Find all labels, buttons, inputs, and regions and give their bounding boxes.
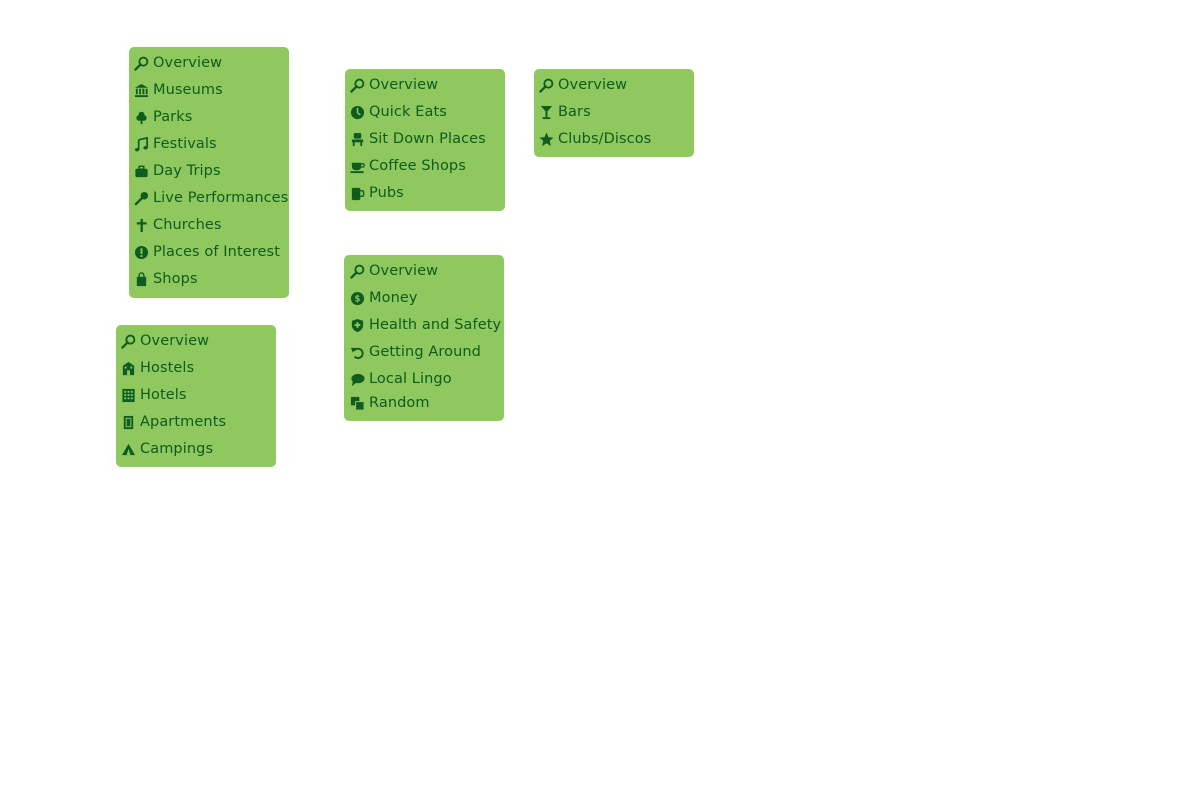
practical-menu: Overview $ Money Health and Safety Getti… — [344, 255, 504, 421]
menu-item-places-of-interest[interactable]: Places of Interest — [133, 242, 280, 262]
menu-item-label: Day Trips — [153, 163, 221, 179]
apartment-door-icon — [120, 414, 137, 431]
menu-item-label: Apartments — [140, 414, 227, 430]
menu-item-label: Quick Eats — [369, 104, 447, 120]
menu-item-overview[interactable]: Overview — [133, 53, 222, 73]
menu-item-apartments[interactable]: Apartments — [120, 412, 226, 432]
chair-icon — [349, 131, 366, 148]
menu-item-festivals[interactable]: Festivals — [133, 134, 217, 154]
menu-item-label: Pubs — [369, 185, 404, 201]
menu-item-label: Live Performances — [153, 190, 289, 206]
menu-item-label: Getting Around — [369, 344, 481, 360]
accommodation-menu: Overview Hostels Hotels Apartments Campi… — [116, 325, 276, 467]
menu-item-shops[interactable]: Shops — [133, 269, 198, 289]
menu-item-day-trips[interactable]: Day Trips — [133, 161, 221, 181]
hotel-building-icon — [120, 387, 137, 404]
menu-item-label: Places of Interest — [153, 244, 280, 260]
magnifier-icon — [120, 333, 137, 350]
menu-item-random[interactable]: Random — [349, 393, 430, 413]
exclamation-icon — [133, 244, 150, 261]
menu-item-health-and-safety[interactable]: Health and Safety — [349, 315, 501, 335]
tent-icon — [120, 441, 137, 458]
menu-item-hotels[interactable]: Hotels — [120, 385, 187, 405]
menu-item-overview[interactable]: Overview — [538, 75, 627, 95]
menu-item-label: Overview — [369, 77, 439, 93]
menu-item-overview[interactable]: Overview — [349, 75, 438, 95]
menu-item-label: Museums — [153, 82, 223, 98]
menu-item-label: Hotels — [140, 387, 187, 403]
menu-item-pubs[interactable]: Pubs — [349, 183, 404, 203]
menu-item-label: Overview — [153, 55, 223, 71]
menu-item-label: Random — [369, 395, 430, 411]
undo-arrow-icon — [349, 344, 366, 361]
menu-item-label: Churches — [153, 217, 222, 233]
briefcase-icon — [133, 163, 150, 180]
menu-item-label: Overview — [369, 263, 439, 279]
svg-text:$: $ — [355, 293, 361, 303]
museum-icon — [133, 82, 150, 99]
coffee-cup-icon — [349, 158, 366, 175]
overlapping-squares-icon — [349, 395, 366, 412]
cocktail-glass-icon — [538, 104, 555, 121]
menu-item-overview[interactable]: Overview — [349, 261, 438, 281]
magnifier-icon — [538, 77, 555, 94]
dollar-coin-icon: $ — [349, 290, 366, 307]
magnifier-icon — [349, 263, 366, 280]
microphone-icon — [133, 190, 150, 207]
menu-item-live-performances[interactable]: Live Performances — [133, 188, 288, 208]
sights-menu: Overview Museums Parks Festivals Day Tri… — [129, 47, 289, 298]
menu-item-label: Local Lingo — [369, 371, 452, 387]
shopping-bag-icon — [133, 271, 150, 288]
shield-plus-icon — [349, 317, 366, 334]
tree-icon — [133, 109, 150, 126]
music-note-icon — [133, 136, 150, 153]
hostel-building-icon — [120, 360, 137, 377]
star-icon — [538, 131, 555, 148]
food-menu: Overview Quick Eats Sit Down Places Coff… — [345, 69, 505, 211]
menu-item-clubs-discos[interactable]: Clubs/Discos — [538, 129, 651, 149]
menu-item-label: Parks — [153, 109, 193, 125]
magnifier-icon — [349, 77, 366, 94]
menu-item-label: Bars — [558, 104, 591, 120]
menu-item-campings[interactable]: Campings — [120, 439, 213, 459]
cross-icon — [133, 217, 150, 234]
menu-item-sit-down-places[interactable]: Sit Down Places — [349, 129, 486, 149]
clock-icon — [349, 104, 366, 121]
menu-item-label: Coffee Shops — [369, 158, 466, 174]
menu-item-label: Shops — [153, 271, 198, 287]
menu-item-getting-around[interactable]: Getting Around — [349, 342, 481, 362]
menu-item-museums[interactable]: Museums — [133, 80, 223, 100]
menu-item-label: Overview — [558, 77, 628, 93]
menu-item-churches[interactable]: Churches — [133, 215, 222, 235]
menu-item-local-lingo[interactable]: Local Lingo — [349, 369, 452, 389]
menu-item-hostels[interactable]: Hostels — [120, 358, 194, 378]
menu-item-parks[interactable]: Parks — [133, 107, 192, 127]
menu-item-label: Money — [369, 290, 418, 306]
menu-item-label: Campings — [140, 441, 214, 457]
menu-item-label: Sit Down Places — [369, 131, 486, 147]
menu-item-coffee-shops[interactable]: Coffee Shops — [349, 156, 466, 176]
menu-item-label: Health and Safety — [369, 317, 502, 333]
menu-item-label: Clubs/Discos — [558, 131, 652, 147]
magnifier-icon — [133, 55, 150, 72]
speech-bubble-icon — [349, 371, 366, 388]
menu-item-label: Overview — [140, 333, 210, 349]
beer-mug-icon — [349, 185, 366, 202]
menu-item-label: Festivals — [153, 136, 217, 152]
nightlife-menu: Overview Bars Clubs/Discos — [534, 69, 694, 157]
menu-item-quick-eats[interactable]: Quick Eats — [349, 102, 447, 122]
menu-item-label: Hostels — [140, 360, 195, 376]
menu-item-bars[interactable]: Bars — [538, 102, 591, 122]
menu-item-overview[interactable]: Overview — [120, 331, 209, 351]
menu-item-money[interactable]: $ Money — [349, 288, 418, 308]
